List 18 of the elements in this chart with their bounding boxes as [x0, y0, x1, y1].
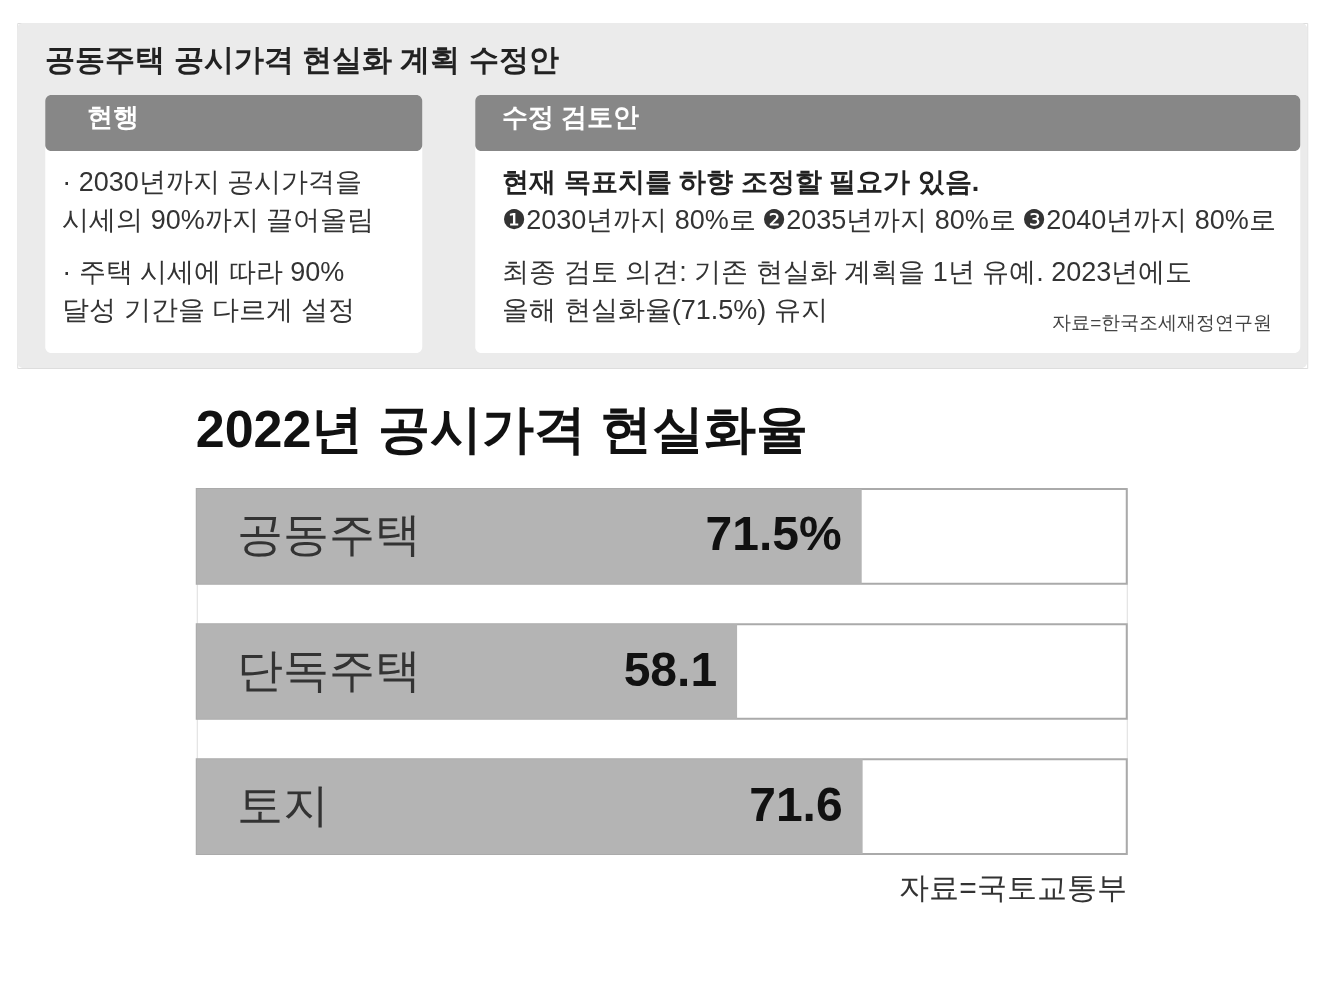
text: 자료=한국조세재정연구원 — [1052, 312, 1273, 333]
text: · 주택 시세에 따라 90% 달성 기간을 다르게 설정 — [62, 257, 355, 325]
text: ❷2035년까지 80%로 — [762, 205, 1016, 235]
data-label: 71.6 — [749, 777, 843, 831]
text: 공동주택 공시가격 현실화 계획 수정안 — [45, 43, 559, 76]
category-label: 단독주택 — [236, 643, 421, 696]
text: ❸2040년까지 80%로 — [1022, 205, 1276, 235]
data-label: 71.5% — [705, 507, 842, 561]
text: 현행 — [87, 102, 140, 132]
text: · 2030년까지 공시가격을 시세의 90%까지 끌어올림 — [62, 167, 375, 235]
data-label: 58.1 — [623, 642, 718, 696]
text: 현재 목표치를 하향 조정할 필요가 있음. — [502, 167, 980, 197]
category-label: 토지 — [236, 778, 329, 831]
category-label: 공동주택 — [236, 508, 421, 561]
chart-title: 2022년 공시가격 현실화율 — [195, 400, 809, 458]
text: 수정 검토안 — [502, 102, 640, 132]
text: ❶2030년까지 80%로 — [502, 205, 756, 235]
text: 자료=국토교통부 — [899, 871, 1127, 904]
